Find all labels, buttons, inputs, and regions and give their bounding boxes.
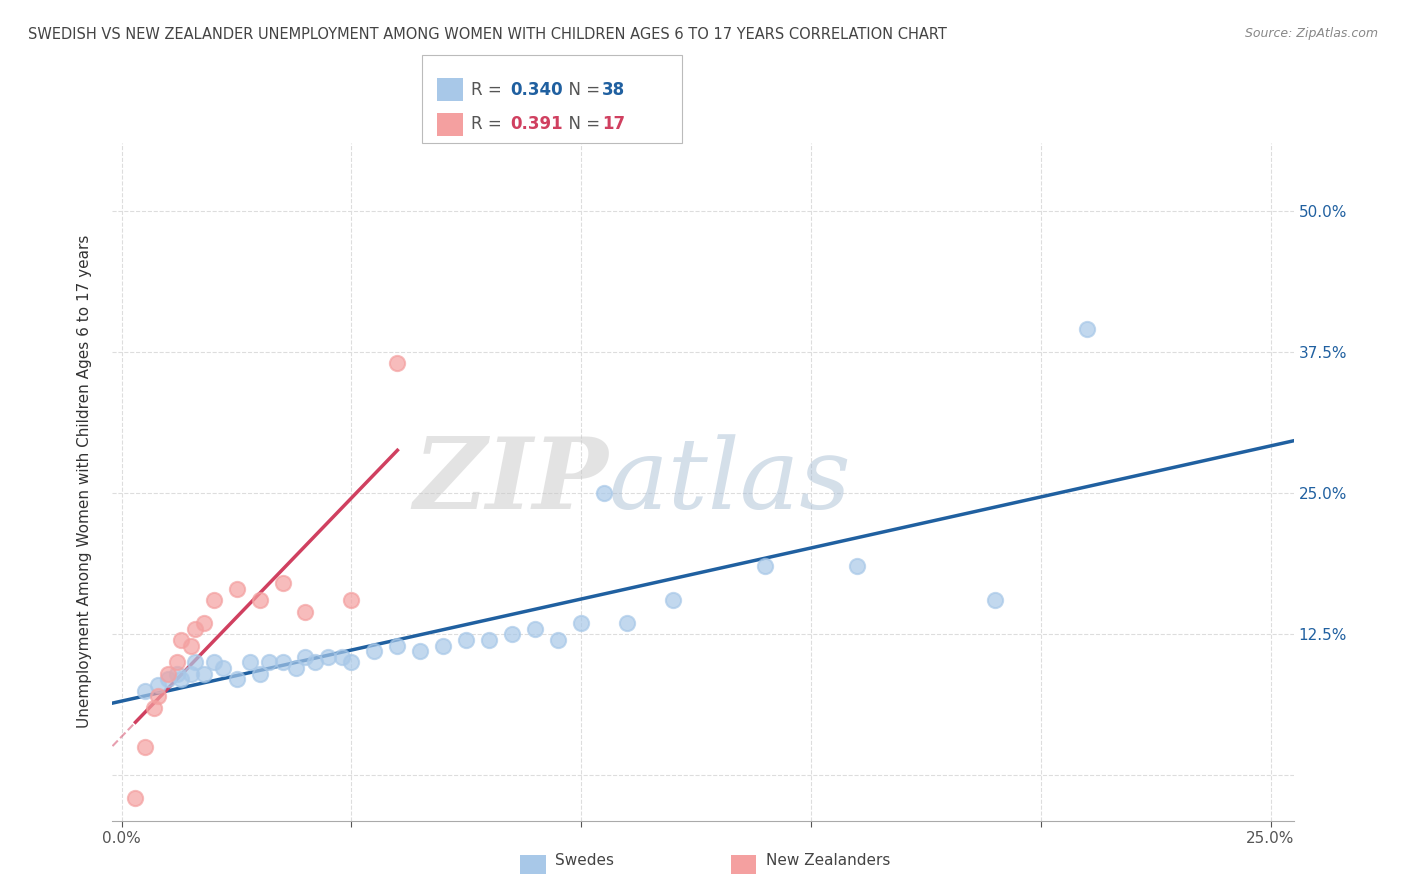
Text: N =: N = bbox=[558, 115, 606, 133]
Point bbox=[170, 673, 193, 687]
Point bbox=[478, 632, 501, 647]
Point bbox=[225, 582, 247, 596]
Point bbox=[547, 632, 569, 647]
Point bbox=[193, 666, 215, 681]
Point bbox=[180, 639, 202, 653]
Point bbox=[134, 740, 156, 755]
Text: 0.340: 0.340 bbox=[510, 80, 562, 99]
Point bbox=[225, 673, 247, 687]
Point bbox=[318, 649, 340, 664]
Point bbox=[170, 632, 193, 647]
Point bbox=[330, 649, 353, 664]
Point bbox=[593, 486, 616, 500]
Point bbox=[184, 622, 207, 636]
Point bbox=[249, 666, 271, 681]
Point bbox=[184, 656, 207, 670]
Text: SWEDISH VS NEW ZEALANDER UNEMPLOYMENT AMONG WOMEN WITH CHILDREN AGES 6 TO 17 YEA: SWEDISH VS NEW ZEALANDER UNEMPLOYMENT AM… bbox=[28, 27, 948, 42]
Y-axis label: Unemployment Among Women with Children Ages 6 to 17 years: Unemployment Among Women with Children A… bbox=[77, 235, 91, 729]
Point bbox=[202, 656, 225, 670]
Point bbox=[271, 576, 294, 591]
Point bbox=[166, 656, 188, 670]
Point bbox=[148, 678, 170, 692]
Text: New Zealanders: New Zealanders bbox=[766, 854, 890, 868]
Point bbox=[340, 593, 363, 607]
Text: R =: R = bbox=[471, 115, 508, 133]
Point bbox=[501, 627, 523, 641]
Point bbox=[569, 615, 592, 630]
Point bbox=[456, 632, 478, 647]
Text: 38: 38 bbox=[602, 80, 624, 99]
Point bbox=[285, 661, 308, 675]
Point bbox=[294, 649, 316, 664]
Point bbox=[271, 656, 294, 670]
Text: ZIP: ZIP bbox=[413, 434, 609, 530]
Text: atlas: atlas bbox=[609, 434, 851, 529]
Point bbox=[249, 593, 271, 607]
Point bbox=[294, 605, 316, 619]
Point bbox=[616, 615, 638, 630]
Point bbox=[340, 656, 363, 670]
Text: Swedes: Swedes bbox=[555, 854, 614, 868]
Point bbox=[845, 559, 868, 574]
Point bbox=[363, 644, 385, 658]
Point bbox=[239, 656, 262, 670]
Point bbox=[409, 644, 432, 658]
Point bbox=[432, 639, 454, 653]
Point bbox=[142, 700, 165, 714]
Text: Source: ZipAtlas.com: Source: ZipAtlas.com bbox=[1244, 27, 1378, 40]
Text: 0.391: 0.391 bbox=[510, 115, 562, 133]
Point bbox=[148, 690, 170, 704]
Point bbox=[257, 656, 280, 670]
Point bbox=[202, 593, 225, 607]
Point bbox=[1076, 322, 1098, 336]
Point bbox=[754, 559, 776, 574]
Point bbox=[156, 673, 179, 687]
Text: N =: N = bbox=[558, 80, 606, 99]
Point bbox=[166, 666, 188, 681]
Text: 17: 17 bbox=[602, 115, 624, 133]
Point bbox=[211, 661, 233, 675]
Point bbox=[524, 622, 547, 636]
Point bbox=[156, 666, 179, 681]
Point bbox=[984, 593, 1007, 607]
Point bbox=[387, 639, 409, 653]
Point bbox=[124, 791, 146, 805]
Point bbox=[662, 593, 685, 607]
Point bbox=[180, 666, 202, 681]
Point bbox=[134, 683, 156, 698]
Point bbox=[387, 356, 409, 370]
Point bbox=[304, 656, 326, 670]
Point bbox=[193, 615, 215, 630]
Text: R =: R = bbox=[471, 80, 508, 99]
